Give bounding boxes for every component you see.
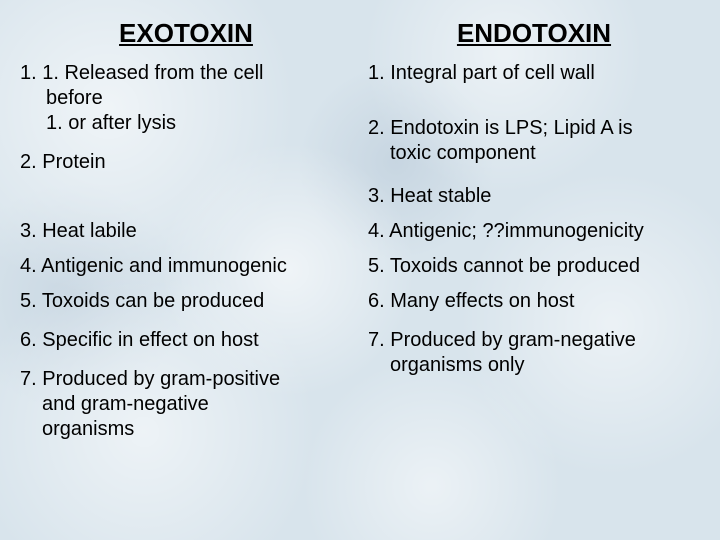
exo-item-1-line2: before — [46, 86, 352, 111]
exo-item-5: 5. Toxoids can be produced — [20, 289, 352, 314]
exo-item-3: 3. Heat labile — [20, 219, 352, 244]
exotoxin-heading: EXOTOXIN — [20, 18, 352, 49]
endo-item-2: 2. Endotoxin is LPS; Lipid A is toxic co… — [368, 116, 700, 166]
exo-item-7-line3: organisms — [20, 417, 352, 442]
endo-item-7-line1: 7. Produced by gram-negative — [368, 328, 700, 353]
endotoxin-list: 1. Integral part of cell wall 2. Endotox… — [368, 61, 700, 388]
endo-item-4: 4. Antigenic; ??immunogenicity — [368, 219, 700, 244]
endo-item-5: 5. Toxoids cannot be produced — [368, 254, 700, 279]
exo-item-2: 2. Protein — [20, 150, 352, 175]
endo-item-2-line1: 2. Endotoxin is LPS; Lipid A is — [368, 116, 700, 141]
slide: EXOTOXIN 1. 1. Released from the cell be… — [0, 0, 720, 540]
exo-item-7: 7. Produced by gram-positive and gram-ne… — [20, 367, 352, 442]
exotoxin-column: EXOTOXIN 1. 1. Released from the cell be… — [20, 18, 360, 530]
endotoxin-heading: ENDOTOXIN — [368, 18, 700, 49]
endotoxin-column: ENDOTOXIN 1. Integral part of cell wall … — [360, 18, 700, 530]
exo-item-7-line2: and gram-negative — [20, 392, 352, 417]
endo-item-1: 1. Integral part of cell wall — [368, 61, 700, 86]
exo-item-6: 6. Specific in effect on host — [20, 328, 352, 353]
endo-item-3: 3. Heat stable — [368, 184, 700, 209]
exotoxin-list: 1. 1. Released from the cell before 1. o… — [20, 61, 352, 452]
endo-item-7-line2: organisms only — [368, 353, 700, 378]
exo-item-1-line1: 1. 1. Released from the cell — [20, 61, 352, 86]
exo-item-1-line3: 1. or after lysis — [46, 111, 352, 136]
exo-item-1: 1. 1. Released from the cell before 1. o… — [20, 61, 352, 136]
endo-item-2-line2: toxic component — [368, 141, 700, 166]
endo-item-7: 7. Produced by gram-negative organisms o… — [368, 328, 700, 378]
exo-item-4: 4. Antigenic and immunogenic — [20, 254, 352, 279]
endo-item-6: 6. Many effects on host — [368, 289, 700, 314]
exo-item-7-line1: 7. Produced by gram-positive — [20, 367, 352, 392]
